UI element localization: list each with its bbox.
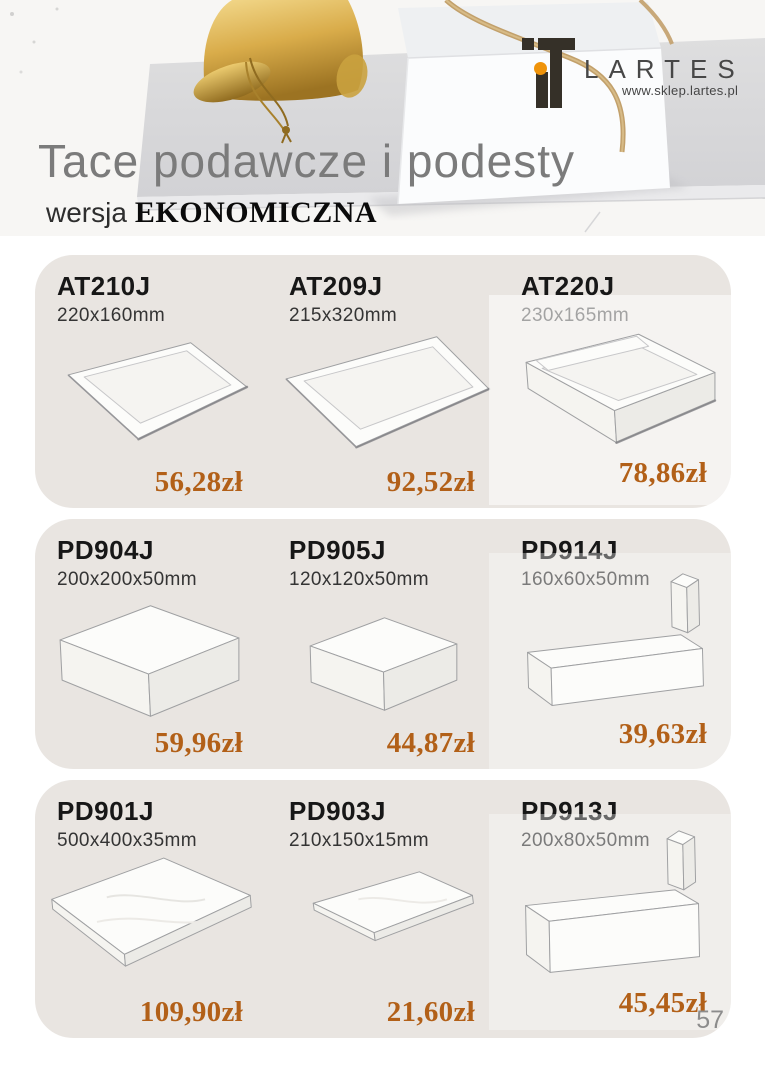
- header-photo: [0, 0, 765, 236]
- product-panel-trays: AT210J 220x160mm 56,28zł AT209J 215x320m…: [35, 255, 731, 508]
- product-card: PD913J 200x80x50mm 45,45zł: [489, 780, 731, 1038]
- product-price: 109,90zł: [139, 996, 243, 1028]
- product-card: AT209J 215x320mm 92,52zł: [267, 255, 499, 508]
- product-price: 78,86zł: [618, 457, 707, 489]
- product-card: PD914J 160x60x50mm 39,63zł: [489, 519, 731, 769]
- page-subtitle: wersja EKONOMICZNA: [46, 196, 377, 230]
- product-dimensions: 220x160mm: [57, 305, 166, 326]
- product-dimensions: 120x120x50mm: [289, 569, 429, 590]
- page-number: 57: [696, 1006, 724, 1034]
- product-price: 44,87zł: [386, 727, 475, 759]
- product-image-large-board: [38, 836, 264, 998]
- product-image-block-pair: [502, 557, 728, 739]
- logo-mark-square: [522, 38, 534, 50]
- logo-brand-text: LARTES: [584, 54, 745, 84]
- product-code: PD901J: [57, 796, 154, 826]
- product-price: 59,96zł: [154, 727, 243, 759]
- product-image-thin-board: [270, 836, 496, 998]
- product-price: 92,52zł: [386, 466, 475, 498]
- product-image-square-pedestal-small: [270, 575, 496, 737]
- product-image-flat-tray: [38, 311, 264, 473]
- product-price: 45,45zł: [618, 987, 707, 1019]
- product-code: AT209J: [289, 271, 383, 301]
- product-price: 56,28zł: [154, 466, 243, 498]
- product-panels: AT210J 220x160mm 56,28zł AT209J 215x320m…: [35, 255, 731, 1049]
- product-card: PD901J 500x400x35mm 109,90zł: [35, 780, 267, 1038]
- logo-website-text: www.sklep.lartes.pl: [622, 83, 739, 98]
- product-image-flat-tray-large: [270, 311, 496, 473]
- product-code: PD905J: [289, 535, 386, 565]
- lartes-logo: LARTES www.sklep.lartes.pl: [520, 36, 760, 108]
- product-dimensions: 500x400x35mm: [57, 830, 197, 851]
- product-dimensions: 200x200x50mm: [57, 569, 197, 590]
- product-price: 39,63zł: [618, 718, 707, 750]
- product-image-square-pedestal: [38, 575, 264, 737]
- subtitle-prefix: wersja: [46, 197, 127, 228]
- page-title: Tace podawcze i podesty: [38, 135, 575, 187]
- product-card: AT220J 230x165mm 78,86zł: [489, 255, 731, 508]
- product-price: 21,60zł: [386, 996, 475, 1028]
- product-card: AT210J 220x160mm 56,28zł: [35, 255, 267, 508]
- product-code: AT210J: [57, 271, 151, 301]
- product-dimensions: 210x150x15mm: [289, 830, 429, 851]
- product-panel-boards: PD901J 500x400x35mm 109,90zł PD903J 210x…: [35, 780, 731, 1038]
- logo-mark-stem: [550, 38, 562, 108]
- product-card: PD903J 210x150x15mm 21,60zł: [267, 780, 499, 1038]
- product-image-rimmed-tray: [502, 311, 728, 473]
- logo-orange-dot: [534, 62, 547, 75]
- header-photo-banner: LARTES www.sklep.lartes.pl Tace podawcze…: [0, 0, 765, 236]
- product-image-tall-block-pair: [502, 818, 728, 1000]
- product-code: AT220J: [521, 271, 615, 301]
- product-card: PD904J 200x200x50mm 59,96zł: [35, 519, 267, 769]
- product-code: PD903J: [289, 796, 386, 826]
- product-dimensions: 215x320mm: [289, 305, 398, 326]
- logo-mark-leftbar: [536, 72, 548, 108]
- product-panel-pedestals: PD904J 200x200x50mm 59,96zł PD905J 120x1…: [35, 519, 731, 769]
- product-code: PD904J: [57, 535, 154, 565]
- product-card: PD905J 120x120x50mm 44,87zł: [267, 519, 499, 769]
- subtitle-emphasis: EKONOMICZNA: [134, 196, 378, 229]
